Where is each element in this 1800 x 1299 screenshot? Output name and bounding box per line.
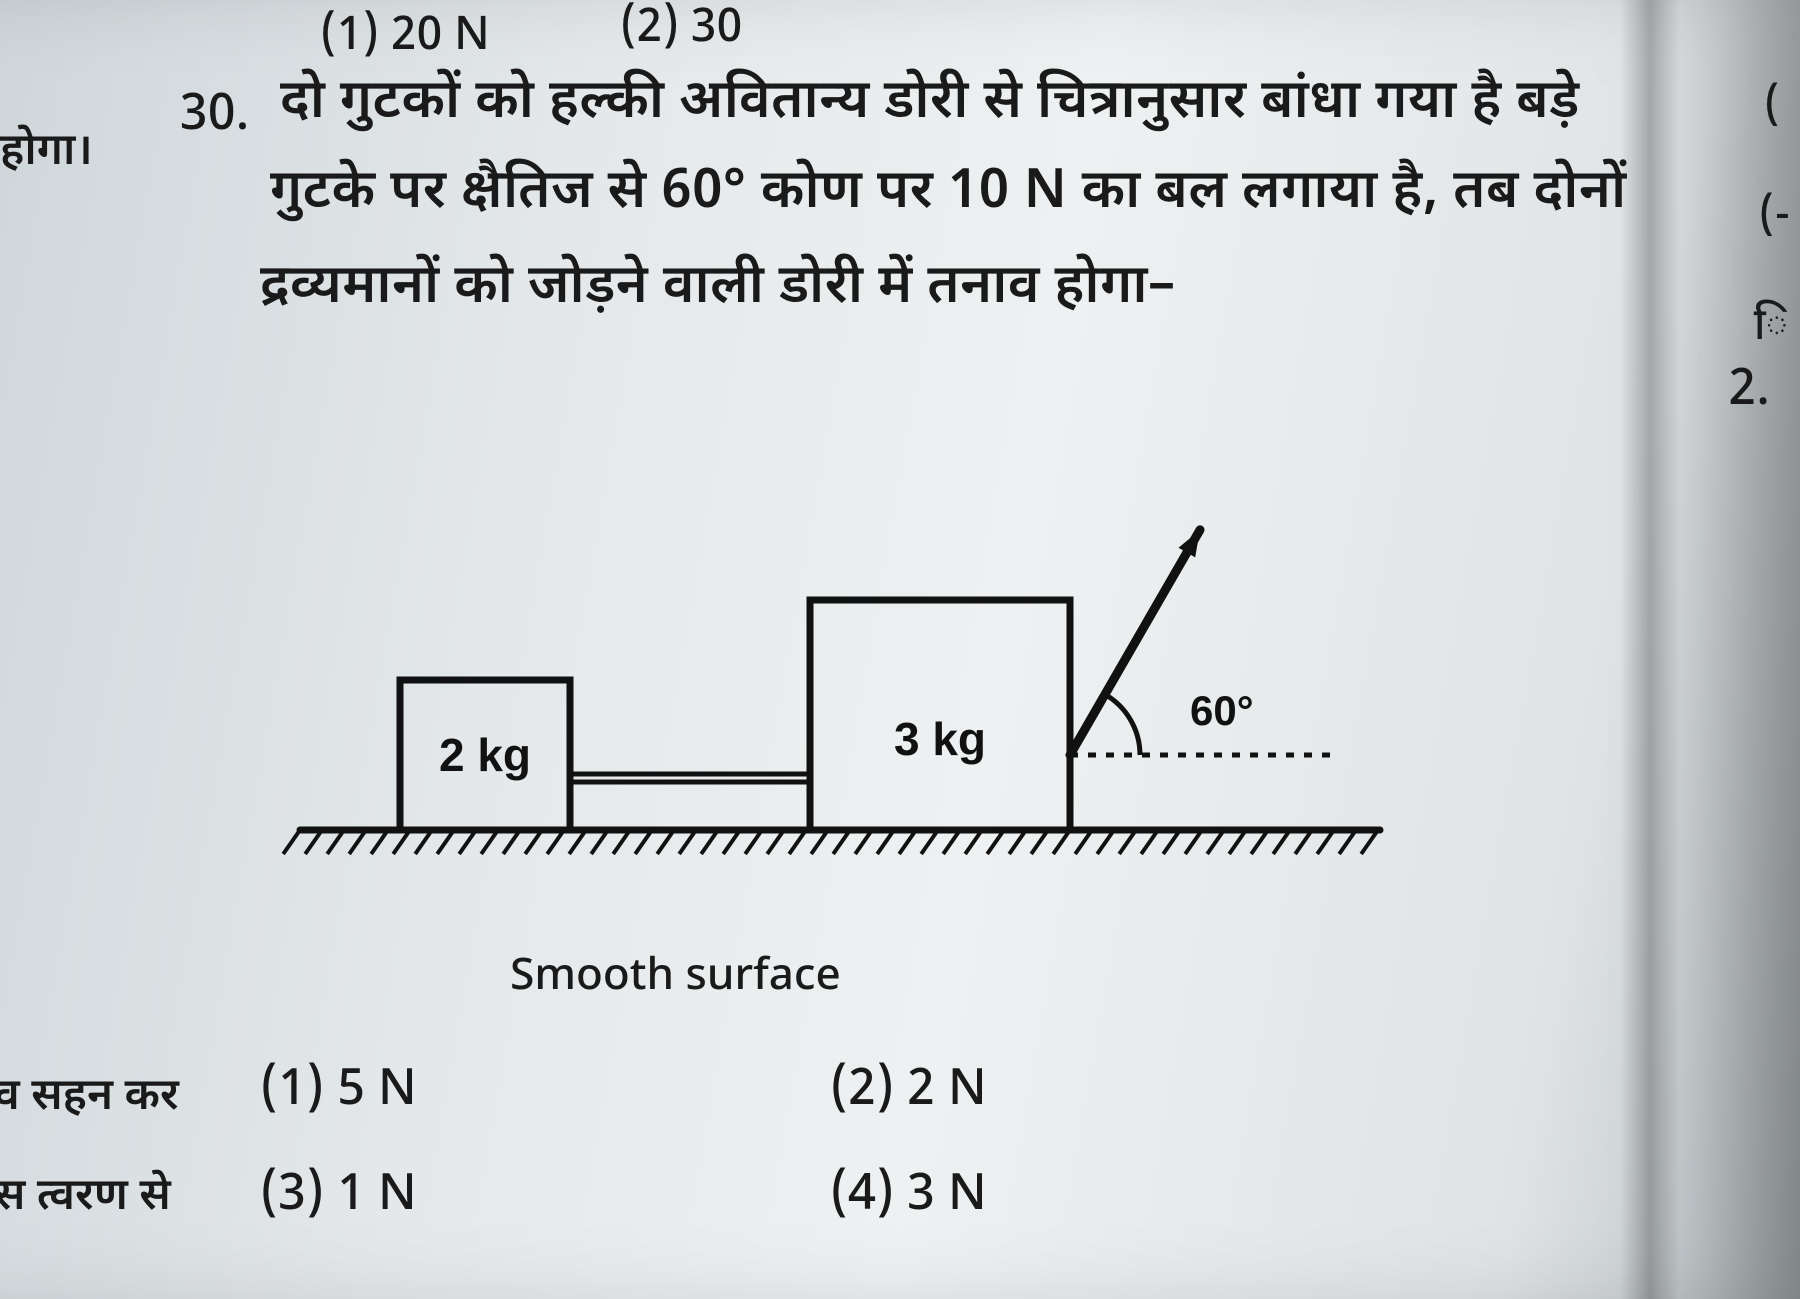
page: (1) 20 N (2) 30 होगा। 30. दो गुटकों को ह… bbox=[0, 0, 1800, 1299]
right-edge-frag-1: ( bbox=[1764, 80, 1780, 137]
svg-text:2 kg: 2 kg bbox=[439, 729, 531, 781]
left-margin-phrase-1: व सहन कर bbox=[0, 1070, 179, 1127]
question-number: 30. bbox=[180, 85, 249, 150]
svg-text:10N: 10N bbox=[1160, 520, 1241, 522]
svg-text:3 kg: 3 kg bbox=[894, 713, 986, 765]
prev-option-2-fragment: (2) 30 bbox=[620, 0, 742, 60]
left-margin-phrase-2: स त्वरण से bbox=[0, 1170, 171, 1227]
physics-diagram: 2 kg 3 kg 10N 60° bbox=[240, 520, 1440, 940]
figure-caption: Smooth surface bbox=[510, 950, 841, 1007]
option-2: (2) 2 N bbox=[830, 1060, 987, 1125]
option-3: (3) 1 N bbox=[260, 1165, 417, 1230]
right-edge-qnum: 2. bbox=[1729, 360, 1771, 425]
option-1: (1) 5 N bbox=[260, 1060, 417, 1125]
svg-text:60°: 60° bbox=[1190, 687, 1254, 734]
right-edge-frag-3: ि bbox=[1754, 300, 1788, 357]
question-line-1: दो गुटकों को हल्की अवितान्य डोरी से चित्… bbox=[280, 70, 1580, 140]
book-gutter bbox=[1620, 0, 1680, 1299]
prev-option-1: (1) 20 N bbox=[320, 8, 490, 68]
question-line-3: द्रव्यमानों को जोड़ने वाली डोरी में तनाव… bbox=[260, 255, 1176, 325]
diagram-svg: 2 kg 3 kg 10N 60° bbox=[240, 520, 1440, 940]
question-line-2: गुटके पर क्षैतिज से 60° कोण पर 10 N का ब… bbox=[270, 160, 1627, 230]
right-edge-frag-2: (- bbox=[1759, 190, 1790, 247]
option-4: (4) 3 N bbox=[830, 1165, 987, 1230]
left-margin-word: होगा। bbox=[0, 125, 93, 182]
